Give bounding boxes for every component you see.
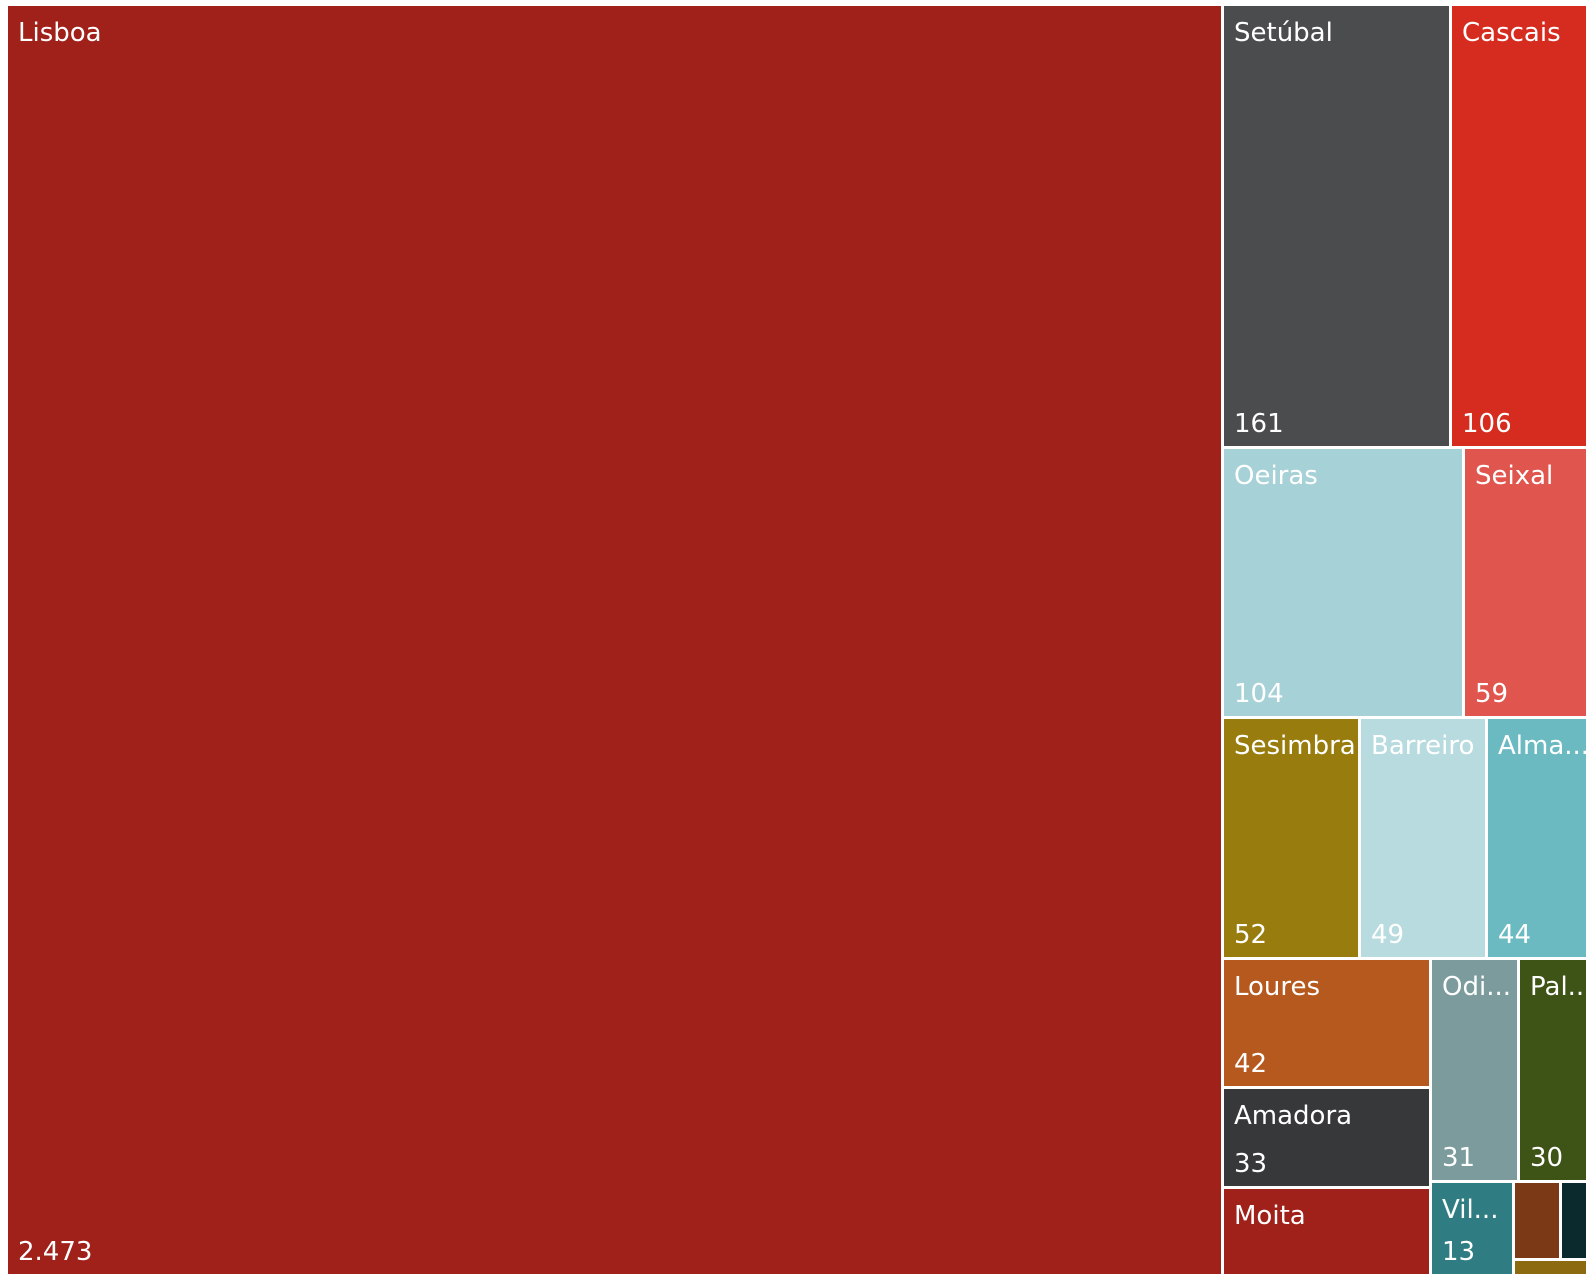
treemap-tile-loures[interactable]: Loures 42 [1224, 960, 1429, 1086]
tile-label: Barreiro [1371, 731, 1475, 761]
treemap-tile-barreiro[interactable]: Barreiro 49 [1361, 719, 1485, 957]
tile-label: Lisboa [18, 18, 102, 48]
treemap-tile-lisboa[interactable]: Lisboa 2.473 [8, 6, 1221, 1274]
treemap-tile-moita[interactable]: Moita [1224, 1189, 1429, 1274]
tile-value: 31 [1442, 1142, 1476, 1173]
tile-value: 49 [1371, 919, 1405, 950]
tile-value: 30 [1530, 1142, 1564, 1173]
tile-value: 52 [1234, 919, 1268, 950]
tile-value: 44 [1498, 919, 1532, 950]
tile-label: Odi... [1442, 972, 1511, 1002]
treemap-tile-cascais[interactable]: Cascais 106 [1452, 6, 1586, 446]
tile-label: Loures [1234, 972, 1321, 1002]
tile-label: Pal... [1530, 972, 1586, 1002]
treemap-tile-item-16[interactable] [1515, 1261, 1586, 1274]
tile-label: Oeiras [1234, 461, 1318, 491]
tile-label: Amadora [1234, 1101, 1353, 1131]
tile-value: 42 [1234, 1048, 1268, 1079]
tile-label: Cascais [1462, 18, 1561, 48]
tile-label: Setúbal [1234, 18, 1333, 48]
treemap-tile-item-14[interactable] [1515, 1183, 1559, 1258]
treemap-tile-sesimbra[interactable]: Sesimbra 52 [1224, 719, 1358, 957]
treemap-tile-vil[interactable]: Vil... 13 [1432, 1183, 1512, 1274]
tile-value: 106 [1462, 408, 1512, 439]
treemap-tile-setubal[interactable]: Setúbal 161 [1224, 6, 1449, 446]
tile-value: 2.473 [18, 1236, 93, 1267]
tile-value: 104 [1234, 678, 1284, 709]
treemap-tile-seixal[interactable]: Seixal 59 [1465, 449, 1586, 716]
treemap-tile-pal[interactable]: Pal... 30 [1520, 960, 1586, 1180]
tile-label: Seixal [1475, 461, 1554, 491]
treemap-tile-item-15[interactable] [1562, 1183, 1586, 1258]
tile-label: Vil... [1442, 1195, 1499, 1225]
tile-value: 161 [1234, 408, 1284, 439]
tile-value: 33 [1234, 1148, 1268, 1179]
tile-value: 13 [1442, 1236, 1476, 1267]
treemap-tile-alma[interactable]: Alma... 44 [1488, 719, 1586, 957]
tile-label: Alma... [1498, 731, 1586, 761]
tile-label: Sesimbra [1234, 731, 1356, 761]
tile-label: Moita [1234, 1201, 1306, 1231]
tile-value: 59 [1475, 678, 1509, 709]
treemap-tile-oeiras[interactable]: Oeiras 104 [1224, 449, 1462, 716]
treemap-tile-odi[interactable]: Odi... 31 [1432, 960, 1517, 1180]
treemap-tile-amadora[interactable]: Amadora 33 [1224, 1089, 1429, 1186]
